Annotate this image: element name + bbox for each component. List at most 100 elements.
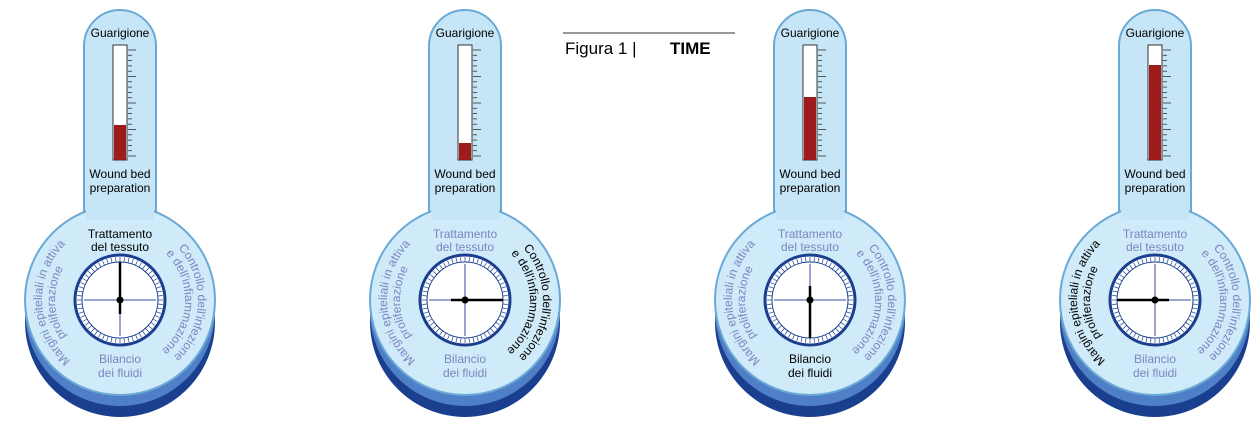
dial-tick xyxy=(1122,325,1127,330)
dial-tick xyxy=(447,334,450,340)
dial-tick xyxy=(435,267,440,272)
dial-tick xyxy=(85,322,90,326)
bottom-label: preparation xyxy=(90,181,151,195)
dial-tick xyxy=(123,337,125,343)
dial-tick xyxy=(1120,274,1125,278)
dial-tick xyxy=(1170,334,1173,340)
dial-tick xyxy=(1129,265,1133,270)
dial-tick xyxy=(805,257,807,263)
dial-tick xyxy=(768,311,774,314)
dial-tick xyxy=(1177,330,1181,335)
dial-tick xyxy=(78,311,84,314)
dial-tick xyxy=(768,286,774,289)
dial-tick xyxy=(1133,262,1137,268)
dial-label: del tessuto xyxy=(91,240,149,254)
thermometer xyxy=(457,44,473,161)
dial-tick xyxy=(142,330,146,335)
dial-label: Bilancio xyxy=(444,352,486,366)
dial-tick xyxy=(835,328,840,333)
dial-tick xyxy=(425,315,431,318)
dial-tick xyxy=(767,307,773,310)
dial-tick xyxy=(1170,260,1173,266)
dial-tick xyxy=(767,295,773,297)
dial-tick xyxy=(838,325,843,330)
dial-tick xyxy=(1191,286,1197,289)
dial-tick xyxy=(499,282,505,285)
dial-tick xyxy=(145,267,150,272)
dial-tick xyxy=(432,325,437,330)
dial-tick xyxy=(847,307,853,310)
dial-tick xyxy=(135,260,138,266)
dial-tick xyxy=(800,257,803,263)
dial-tick xyxy=(775,322,780,326)
dial-tick xyxy=(80,282,86,285)
dial-tick xyxy=(472,337,475,343)
dial-tick xyxy=(157,295,163,297)
dial-tick xyxy=(847,303,853,305)
dial-tick xyxy=(1187,278,1193,282)
dial-tick xyxy=(1192,307,1198,310)
dial-label: Bilancio xyxy=(99,352,141,366)
dial-tick xyxy=(1166,258,1169,264)
dial-tick xyxy=(468,337,470,343)
dial-tick xyxy=(77,290,83,293)
dial-tick xyxy=(110,257,113,263)
dial-tick xyxy=(451,336,454,342)
top-label: Guarigione xyxy=(1126,26,1185,40)
dial-tick xyxy=(152,318,158,322)
dial-tick xyxy=(422,295,428,297)
dial-tick xyxy=(846,286,852,289)
dial-tick xyxy=(77,303,83,305)
dial-tick xyxy=(439,330,443,335)
dial-tick xyxy=(817,337,820,343)
dial-tick xyxy=(1192,290,1198,293)
dial-tick xyxy=(777,325,782,330)
dial-tick xyxy=(502,307,508,310)
bottom-label: Wound bed xyxy=(434,167,495,181)
tube-cover xyxy=(1121,180,1189,220)
dial-tick xyxy=(483,262,487,268)
dial-tick xyxy=(127,337,130,343)
dial-tick xyxy=(1115,282,1121,285)
thermometer-fill xyxy=(804,97,816,160)
dial-tick xyxy=(447,260,450,266)
dial-tick xyxy=(435,328,440,333)
dial-tick xyxy=(1158,337,1160,343)
dial-tick xyxy=(85,274,90,278)
dial-tick xyxy=(788,332,792,338)
dial-tick xyxy=(1192,295,1198,297)
dial-tick xyxy=(480,260,483,266)
dial-tick xyxy=(1191,311,1197,314)
dial-tick xyxy=(94,265,98,270)
dial-tick xyxy=(775,274,780,278)
dial-tick xyxy=(1173,262,1177,268)
dial-tick xyxy=(1117,278,1123,282)
dial-tick xyxy=(422,290,428,293)
dial-tick xyxy=(1185,274,1190,278)
dial-tick xyxy=(847,290,853,293)
dial-tick xyxy=(430,274,435,278)
dial-tick xyxy=(1133,332,1137,338)
dial-tick xyxy=(772,318,778,322)
dial-label: Bilancio xyxy=(1134,352,1176,366)
dial-tick xyxy=(432,270,437,275)
dial-tick xyxy=(480,334,483,340)
dial-label: del tessuto xyxy=(1126,240,1184,254)
dial-tick xyxy=(499,315,505,318)
hand-pivot xyxy=(116,296,124,304)
dial-tick xyxy=(1145,337,1148,343)
dial-tick xyxy=(460,257,462,263)
bottom-label: Wound bed xyxy=(89,167,150,181)
dial-tick xyxy=(835,267,840,272)
dial-tick xyxy=(1113,311,1119,314)
dial-tick xyxy=(1187,318,1193,322)
dial-tick xyxy=(1125,328,1130,333)
tube-cover xyxy=(86,180,154,220)
dial-tick xyxy=(80,315,86,318)
dial-tick xyxy=(423,311,429,314)
dial-tick xyxy=(150,322,155,326)
dial-tick xyxy=(792,334,795,340)
dial-tick xyxy=(832,330,836,335)
